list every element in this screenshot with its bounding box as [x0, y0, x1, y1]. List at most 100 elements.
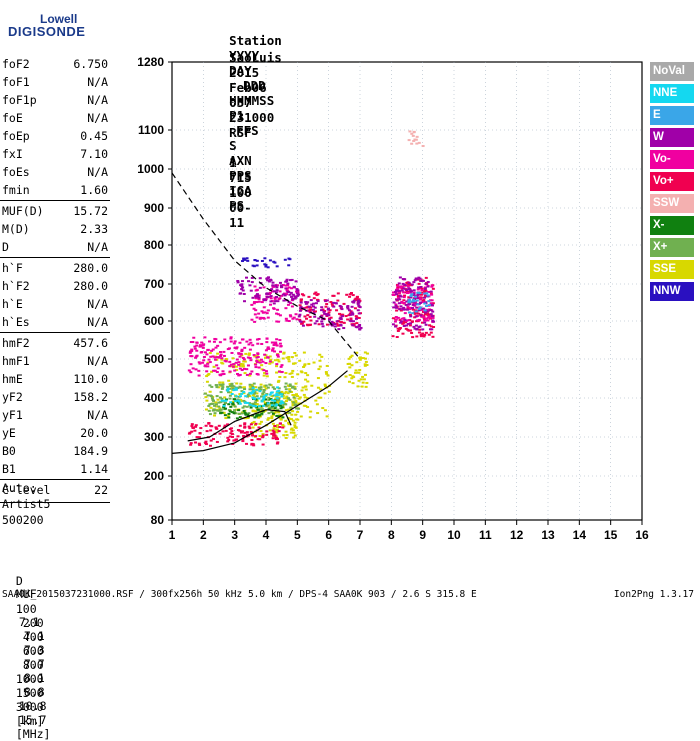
- data-point-sse: [285, 395, 289, 398]
- data-point-vo-: [243, 426, 247, 429]
- data-point-sse: [275, 400, 279, 403]
- param-row: hmF1 N/A: [2, 352, 108, 370]
- data-point-e: [414, 295, 418, 298]
- data-point-vo-: [205, 370, 209, 373]
- data-point-vo-: [219, 374, 223, 377]
- data-point-sse: [323, 392, 327, 395]
- data-point-vo-: [401, 322, 405, 325]
- data-point-vo-: [210, 349, 214, 352]
- data-point-sse: [216, 352, 220, 355]
- data-point-sse: [220, 358, 224, 361]
- data-point-x-: [215, 386, 219, 389]
- footer-info: SAA0K_2015037231000.RSF / 300fx256h 50 k…: [2, 589, 477, 600]
- data-point-vo-: [236, 435, 240, 438]
- data-point-w: [258, 277, 262, 280]
- data-point-w: [287, 290, 291, 293]
- data-point-x-: [277, 404, 281, 407]
- data-point-vo-: [194, 356, 198, 359]
- data-point-vo-: [422, 318, 426, 321]
- data-point-vo-: [206, 365, 210, 368]
- data-point-w: [407, 287, 411, 290]
- data-point-vo-: [396, 287, 400, 290]
- data-point-vo-: [355, 316, 359, 319]
- data-point-vo-: [215, 427, 219, 430]
- param-value: 184.9: [73, 444, 108, 458]
- solid-trace: [171, 370, 348, 454]
- data-point-sse: [296, 410, 300, 413]
- data-point-vo-: [338, 312, 342, 315]
- data-point-sse: [344, 375, 348, 378]
- data-point-sse: [232, 404, 236, 407]
- data-point-vo-: [257, 337, 261, 340]
- data-point-vo-: [273, 296, 277, 299]
- data-point-w: [349, 320, 353, 323]
- data-point-nnw: [264, 265, 268, 268]
- data-point-sse: [284, 419, 288, 422]
- data-point-sse: [364, 373, 368, 376]
- data-point-vo-: [278, 422, 282, 425]
- data-point-vo-: [215, 440, 219, 443]
- data-point-vo-: [202, 343, 206, 346]
- data-point-x-: [228, 410, 232, 413]
- data-point-vo-: [353, 307, 357, 310]
- y-tick-label: 1000: [137, 162, 164, 176]
- data-point-vo-: [239, 431, 243, 434]
- data-point-vo-: [190, 430, 194, 433]
- x-tick-label: 11: [479, 528, 492, 542]
- data-point-vo-: [278, 290, 282, 293]
- data-point-vo-: [405, 290, 409, 293]
- x-tick-label: 2: [200, 528, 207, 542]
- data-point-w: [413, 327, 417, 330]
- data-point-vo-: [272, 434, 276, 437]
- data-point-vo-: [271, 437, 275, 440]
- data-point-w: [248, 284, 252, 287]
- data-point-vo-: [393, 320, 397, 323]
- data-point-x-: [207, 409, 211, 412]
- data-point-vo-: [275, 312, 279, 315]
- data-point-x-: [264, 398, 268, 401]
- param-value: N/A: [87, 315, 108, 329]
- data-point-vo-: [401, 332, 405, 335]
- param-key: fmin: [2, 183, 30, 197]
- data-point-vo-: [204, 441, 208, 444]
- data-point-x-: [213, 412, 217, 415]
- data-point-vo-: [253, 301, 257, 304]
- data-point-w: [324, 300, 328, 303]
- data-point-w: [405, 300, 409, 303]
- data-point-w: [294, 280, 298, 283]
- data-point-vo-: [429, 302, 433, 305]
- data-point-x-: [273, 401, 277, 404]
- data-point-x-: [247, 412, 251, 415]
- data-point-ssw: [408, 130, 412, 133]
- param-separator: [0, 332, 110, 333]
- data-point-x-: [217, 405, 221, 408]
- data-point-x-: [257, 414, 261, 417]
- data-point-w: [323, 312, 327, 315]
- data-point-vo-: [349, 310, 353, 313]
- data-point-e: [427, 304, 431, 307]
- hdr-value: 2015: [229, 65, 260, 80]
- data-point-sse: [348, 374, 352, 377]
- data-point-e: [427, 300, 431, 303]
- param-value: 0.45: [80, 129, 108, 143]
- muf-value: 8.8: [23, 685, 45, 699]
- data-point-vo-: [289, 302, 293, 305]
- data-point-w: [284, 287, 288, 290]
- data-point-x-: [237, 409, 241, 412]
- data-point-nne: [275, 390, 279, 393]
- data-point-sse: [293, 397, 297, 400]
- param-key: yF1: [2, 408, 23, 422]
- hdr-value: SaoLuis: [229, 50, 282, 65]
- data-point-vo-: [417, 331, 421, 334]
- data-point-vo-: [277, 430, 281, 433]
- data-point-sse: [307, 362, 311, 365]
- data-point-vo-: [423, 319, 427, 322]
- data-point-vo-: [237, 374, 241, 377]
- data-point-vo-: [238, 341, 242, 344]
- data-point-vo-: [260, 310, 264, 313]
- data-point-x-: [231, 387, 235, 390]
- data-point-x-: [233, 409, 237, 412]
- data-point-sse: [287, 421, 291, 424]
- data-point-vo-: [256, 438, 260, 441]
- data-point-w: [350, 311, 354, 314]
